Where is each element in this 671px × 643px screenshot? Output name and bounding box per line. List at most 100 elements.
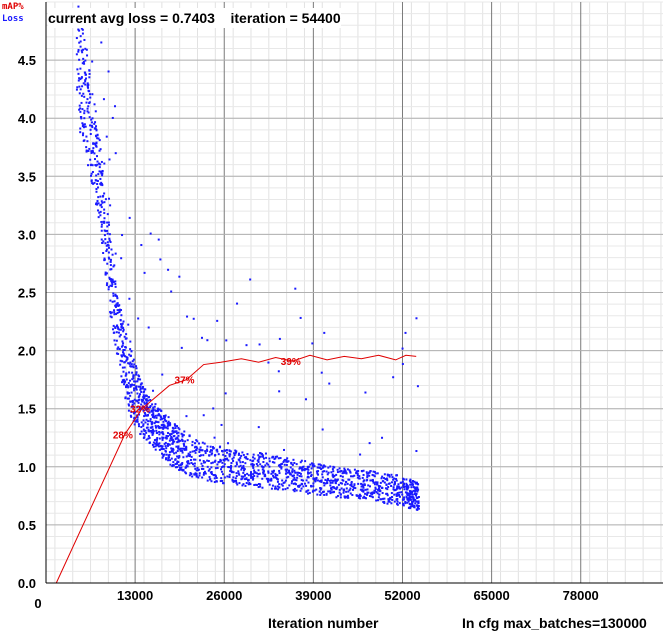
loss-point [393,480,396,483]
loss-point [247,483,250,486]
loss-point [172,435,175,438]
loss-point [108,257,111,260]
loss-point [351,494,354,497]
loss-point [98,162,101,165]
loss-point [177,446,180,449]
loss-point [256,483,259,486]
loss-point [151,403,154,406]
loss-point [286,487,289,490]
loss-point [161,456,164,459]
loss-point [105,284,108,287]
loss-point [175,432,178,435]
loss-point [116,311,119,314]
loss-point [417,496,420,499]
loss-point [369,470,372,473]
loss-point [342,479,345,482]
loss-point [232,459,235,462]
loss-point [175,445,178,448]
loss-point [268,465,271,468]
loss-point [77,72,80,75]
loss-point [110,316,113,319]
loss-point [192,317,195,320]
loss-point [122,320,125,323]
loss-point [91,117,94,120]
loss-point [90,121,93,124]
loss-point [154,403,157,406]
loss-point [178,275,181,278]
loss-point [210,472,213,475]
loss-point [151,415,154,418]
loss-point [184,440,187,443]
loss-point [158,437,161,440]
loss-point [322,490,325,493]
loss-point [278,486,281,489]
loss-point [193,473,196,476]
loss-point [164,436,167,439]
loss-point [173,452,176,455]
loss-point [235,451,238,454]
loss-point [106,221,109,224]
loss-point [100,170,103,173]
loss-point [170,433,173,436]
loss-point [413,480,416,483]
loss-point [109,310,112,313]
loss-point [366,491,369,494]
loss-point [166,422,169,425]
loss-point [79,45,82,48]
loss-point [126,397,129,400]
loss-point [262,471,265,474]
loss-point [209,450,212,453]
loss-point [318,490,321,493]
loss-point [96,179,99,182]
loss-point [196,469,199,472]
loss-point [185,464,188,467]
loss-point [162,420,165,423]
loss-point [95,174,98,177]
loss-point [274,455,277,458]
loss-point [130,391,133,394]
loss-point [282,481,285,484]
loss-point [198,442,201,445]
loss-point [365,497,368,500]
loss-point [158,448,161,451]
loss-point [411,479,414,482]
loss-point [350,480,353,483]
loss-point [100,200,103,203]
loss-point [138,393,141,396]
loss-point [223,449,226,452]
loss-point [78,58,81,61]
loss-point [128,371,131,374]
loss-point [143,433,146,436]
loss-point [121,344,124,347]
loss-point [232,479,235,482]
loss-point [124,346,127,349]
loss-point [220,423,223,426]
loss-point [178,466,181,469]
loss-point [281,479,284,482]
loss-point [117,346,120,349]
loss-point [105,244,108,247]
x-tick-label: 65000 [474,588,510,603]
loss-point [225,449,228,452]
loss-point [153,439,156,442]
loss-point [195,449,198,452]
loss-point [310,484,313,487]
loss-point [408,502,411,505]
loss-point [276,474,279,477]
loss-point [81,108,84,111]
loss-point [109,284,112,287]
loss-point [193,449,196,452]
loss-point [154,409,157,412]
loss-point [109,299,112,302]
loss-point [158,408,161,411]
loss-point [122,378,125,381]
loss-point [155,432,158,435]
loss-point [393,477,396,480]
loss-point [116,347,119,350]
loss-point [121,355,124,358]
loss-point [383,477,386,480]
loss-point [368,495,371,498]
loss-point [83,95,86,98]
loss-point [298,484,301,487]
